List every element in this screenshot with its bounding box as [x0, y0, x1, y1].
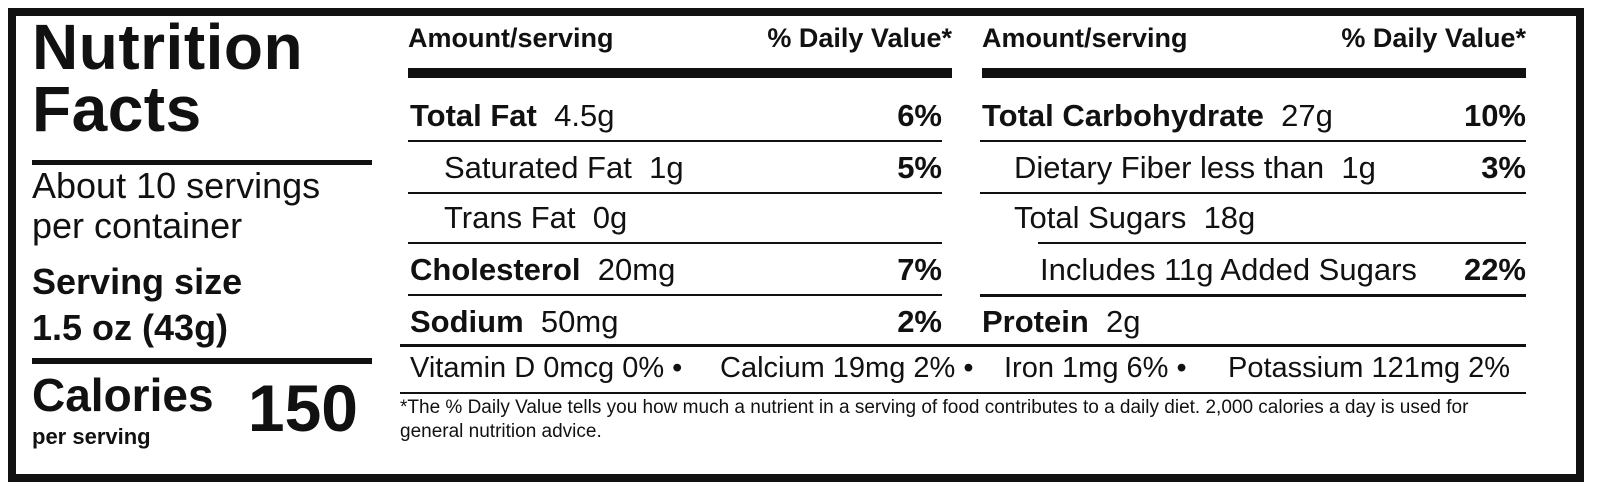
nutrient-dv: 5% — [897, 150, 942, 185]
nutrient-name: Saturated Fat — [444, 150, 632, 185]
calories-per-serving: per serving — [32, 424, 151, 449]
nutrient-dv: 10% — [1463, 98, 1526, 133]
row-rule — [1038, 242, 1526, 244]
col2-amount-header: Amount/serving — [982, 23, 1188, 53]
nutrient-name: Includes — [1040, 252, 1156, 287]
col1-amount-header: Amount/serving — [408, 23, 614, 53]
nutrient-row-total-fat: Total Fat 4.5g — [410, 96, 614, 136]
label-title: Nutrition Facts — [32, 11, 304, 145]
nutrient-name: Total Fat — [410, 98, 537, 133]
nutrient-name: Total Carbohydrate — [982, 98, 1264, 133]
nutrient-amount: 0g — [592, 200, 628, 235]
nutrient-row-cholesterol: Cholesterol 20mg — [410, 250, 675, 290]
nutrient-amount: 4.5g — [554, 98, 615, 133]
nutrient-amount: 1g — [649, 150, 684, 185]
nutrient-row-sodium: Sodium 50mg — [410, 302, 618, 342]
servings-line-1: About 10 servings — [32, 165, 321, 206]
row-rule — [980, 192, 1526, 194]
serving-size-value: 1.5 oz (43g) — [32, 307, 229, 348]
col1-dv-header: % Daily Value* — [767, 23, 952, 53]
servings-line-2: per container — [32, 205, 243, 246]
nutrient-amount: 18g — [1203, 200, 1256, 235]
nutrient-name: Trans Fat — [444, 200, 576, 235]
col1-thick-rule — [408, 68, 952, 78]
calories-value: 150 — [247, 371, 358, 445]
nutrient-amount: 11g Added Sugars — [1164, 252, 1417, 287]
row-rule — [980, 294, 1526, 297]
nutrient-amount: 2g — [1106, 304, 1141, 339]
nutrient-amount: 20mg — [597, 252, 676, 287]
nutrient-row-saturated-fat: Saturated Fat 1g — [444, 148, 684, 188]
nutrient-row-protein: Protein 2g — [982, 302, 1141, 342]
vitamins-top-rule — [400, 344, 1526, 347]
nutrient-name: Cholesterol — [410, 252, 581, 287]
nutrient-amount: 27g — [1281, 98, 1333, 133]
vitamins-bottom-rule — [400, 392, 1526, 394]
potassium: Potassium 121mg 2% — [1228, 352, 1511, 384]
nutrient-amount: 50mg — [540, 304, 619, 339]
nutrient-name: Dietary Fiber less than — [1014, 150, 1325, 185]
servings-per-container: About 10 servings per container — [32, 166, 320, 246]
nutrient-row-dietary-fiber: Dietary Fiber less than 1g — [1014, 148, 1376, 188]
row-rule — [408, 294, 942, 296]
nutrient-dv: 3% — [1481, 150, 1526, 185]
nutrient-row-total-sugars: Total Sugars 18g — [1014, 198, 1255, 238]
title-line-2: Facts — [32, 73, 202, 145]
nutrient-dv: 7% — [897, 252, 942, 287]
nutrient-name: Sodium — [410, 304, 524, 339]
iron: Iron 1mg 6% • — [1004, 352, 1187, 384]
nutrition-facts-label — [8, 8, 1584, 482]
nutrient-row-added-sugars: Includes 11g Added Sugars — [1040, 250, 1417, 290]
nutrient-row-total-carbohydrate: Total Carbohydrate 27g — [982, 96, 1333, 136]
nutrient-row-trans-fat: Trans Fat 0g — [444, 198, 627, 238]
nutrient-dv: 6% — [897, 98, 942, 133]
row-rule — [980, 140, 1526, 142]
calories-label: Calories — [32, 369, 214, 421]
col2-thick-rule — [982, 68, 1526, 78]
calcium: Calcium 19mg 2% • — [720, 352, 974, 384]
row-rule — [408, 242, 942, 244]
vitamin-d: Vitamin D 0mcg 0% • — [410, 352, 683, 384]
row-rule — [408, 140, 942, 142]
nutrient-amount: 1g — [1341, 150, 1376, 185]
nutrient-name: Total Sugars — [1014, 200, 1187, 235]
nutrient-name: Protein — [982, 304, 1089, 339]
col2-dv-header: % Daily Value* — [1341, 23, 1526, 53]
row-rule — [408, 192, 942, 194]
nutrient-dv: 22% — [1463, 252, 1526, 287]
title-line-1: Nutrition — [32, 11, 304, 83]
daily-value-footnote: *The % Daily Value tells you how much a … — [400, 397, 1469, 442]
divider — [32, 160, 372, 165]
nutrient-dv: 2% — [897, 304, 942, 339]
serving-size-label: Serving size — [32, 261, 243, 302]
thick-divider — [32, 358, 372, 364]
